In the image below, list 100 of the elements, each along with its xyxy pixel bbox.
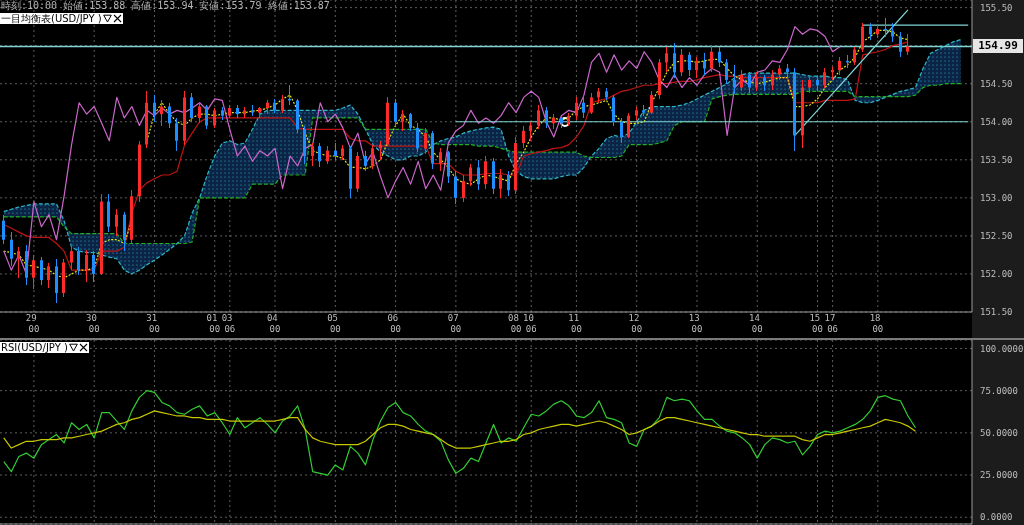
candlestick xyxy=(522,125,525,149)
candlestick xyxy=(891,22,894,43)
x-tick-label: 11 00 xyxy=(568,313,585,334)
candlestick xyxy=(70,244,73,271)
candlestick xyxy=(10,231,13,267)
y-tick-label: 153.00 xyxy=(980,193,1013,204)
x-tick-label: 05 00 xyxy=(327,313,344,334)
candlestick xyxy=(32,254,35,290)
y-tick-label: 25.0000 xyxy=(980,470,1018,481)
candlestick xyxy=(590,92,593,115)
candlestick xyxy=(718,46,721,68)
candlestick xyxy=(680,48,683,77)
candlestick xyxy=(77,246,80,276)
candlestick xyxy=(168,102,171,129)
chart-title: RSI(USD/JPY ) xyxy=(1,342,68,353)
x-tick-label: 29 00 xyxy=(25,313,43,334)
candlestick xyxy=(484,155,487,190)
candlestick xyxy=(627,112,630,139)
y-tick-label: 0.0000 xyxy=(980,512,1013,523)
candlestick xyxy=(733,64,736,95)
candlestick xyxy=(477,159,480,191)
y-tick-label: 154.00 xyxy=(980,116,1013,127)
candlestick xyxy=(153,94,156,123)
y-tick-label: 50.0000 xyxy=(980,428,1018,439)
candlestick xyxy=(771,69,774,91)
candlestick xyxy=(906,33,909,56)
candlestick xyxy=(40,256,43,286)
candlestick xyxy=(725,58,728,85)
line-series xyxy=(3,390,917,476)
x-tick-label: 04 00 xyxy=(266,313,284,334)
candlestick xyxy=(688,51,691,77)
candlestick xyxy=(47,262,50,289)
x-tick-label: 14 00 xyxy=(749,313,766,334)
x-tick-label: 03 06 xyxy=(221,313,238,334)
candlestick xyxy=(424,127,427,155)
candlestick xyxy=(899,31,902,58)
candlestick xyxy=(620,117,623,144)
y-tick-label: 155.50 xyxy=(980,2,1013,13)
x-tick-label: 18 00 xyxy=(869,313,886,334)
candlestick xyxy=(394,98,397,127)
x-tick-label: 07 00 xyxy=(447,313,464,334)
candlestick xyxy=(748,71,751,94)
candlestick xyxy=(190,92,193,123)
candlestick xyxy=(213,107,216,129)
x-tick-label: 01 00 xyxy=(206,313,223,334)
candlestick xyxy=(454,170,457,205)
candlestick xyxy=(499,168,502,199)
candlestick xyxy=(409,112,412,132)
candlestick xyxy=(665,46,668,73)
x-tick-label: 15 00 xyxy=(809,313,826,334)
candlestick xyxy=(740,69,743,92)
y-tick-label: 153.50 xyxy=(980,155,1013,165)
candlestick xyxy=(401,109,404,132)
candlestick xyxy=(710,45,713,73)
chart-subtitle: 時刻:10:00 始値:153.88 高値:153.94 安値:153.79 終値:153.87 xyxy=(1,0,330,11)
candlestick xyxy=(371,144,374,170)
candlestick xyxy=(673,42,676,79)
candlestick xyxy=(755,71,758,92)
text: 一目均衡表(USD/JPY ) xyxy=(1,13,102,24)
x-tick-label: 13 00 xyxy=(688,313,706,334)
x-tick-label: 17 06 xyxy=(824,313,841,334)
candlestick xyxy=(2,214,5,245)
candlestick xyxy=(318,142,321,168)
candlestick xyxy=(416,122,419,153)
candlestick xyxy=(582,94,585,119)
x-tick-label: 10 06 xyxy=(523,313,540,334)
candlestick xyxy=(537,104,540,130)
line-series xyxy=(3,83,962,245)
y-tick-label: 75.0000 xyxy=(980,385,1018,396)
x-tick-label: 06 00 xyxy=(387,313,404,334)
candlestick xyxy=(92,250,95,283)
x-tick-label: 31 00 xyxy=(146,313,163,334)
line-series xyxy=(3,410,917,449)
candlestick xyxy=(311,142,314,167)
candlestick xyxy=(198,102,201,124)
y-tick-label: 152.50 xyxy=(980,231,1013,242)
candlestick xyxy=(85,249,88,283)
candlestick xyxy=(823,67,826,89)
candlestick xyxy=(462,174,465,203)
candlestick xyxy=(205,104,208,130)
x-tick-label: 08 00 xyxy=(508,313,525,334)
candlestick xyxy=(575,96,578,121)
candlestick xyxy=(160,99,163,127)
x-tick-label: 12 00 xyxy=(628,313,645,334)
candlestick xyxy=(364,150,367,172)
y-tick-label: 152.00 xyxy=(980,269,1013,280)
candlestick xyxy=(439,147,442,172)
ref-line-label: 154.99 xyxy=(978,39,1018,53)
candlestick xyxy=(529,121,532,142)
candlestick xyxy=(469,163,472,187)
candlestick xyxy=(650,90,653,115)
y-tick-label: 100.0000 xyxy=(980,343,1024,354)
candlestick xyxy=(703,52,706,76)
candlestick xyxy=(175,117,178,152)
candlestick xyxy=(545,106,548,129)
candlestick xyxy=(861,22,864,53)
y-tick-label: 154.50 xyxy=(980,78,1013,89)
candlestick xyxy=(17,246,20,279)
candlestick xyxy=(507,170,510,197)
candlestick xyxy=(115,208,118,237)
